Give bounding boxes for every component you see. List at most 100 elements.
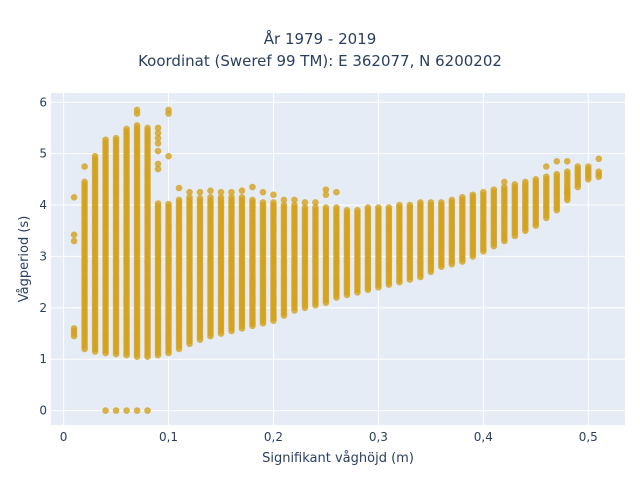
data-point xyxy=(165,106,172,114)
data-point xyxy=(385,204,393,211)
data-point xyxy=(584,163,592,170)
data-point xyxy=(154,147,162,155)
data-point xyxy=(438,199,445,206)
data-point xyxy=(322,204,330,211)
data-point xyxy=(238,187,246,194)
x-tick-label: 0,1 xyxy=(159,430,178,444)
data-point xyxy=(154,200,162,207)
data-point xyxy=(81,178,88,186)
data-point xyxy=(228,188,235,196)
data-point xyxy=(511,181,519,188)
data-point xyxy=(165,152,172,160)
data-point xyxy=(196,188,204,196)
data-point xyxy=(312,199,319,206)
data-point xyxy=(563,158,571,165)
data-points xyxy=(70,106,603,414)
data-point xyxy=(91,152,99,160)
data-point xyxy=(280,201,288,209)
data-point xyxy=(322,191,330,199)
data-point xyxy=(291,201,298,209)
data-point xyxy=(291,196,298,204)
data-point xyxy=(553,158,561,165)
data-point xyxy=(228,194,235,201)
data-point xyxy=(144,124,151,132)
data-point xyxy=(102,407,109,414)
data-point xyxy=(249,183,256,191)
data-point xyxy=(133,407,141,414)
data-point xyxy=(563,168,571,175)
data-point xyxy=(469,191,477,199)
data-point xyxy=(175,184,183,192)
x-tick-label: 0,4 xyxy=(474,430,493,444)
data-point xyxy=(480,188,487,196)
y-tick-label: 0 xyxy=(39,404,47,418)
data-point xyxy=(553,170,561,178)
data-point xyxy=(417,199,424,206)
y-tick-label: 5 xyxy=(39,147,47,161)
data-point xyxy=(70,237,78,245)
data-point xyxy=(165,200,172,208)
data-point xyxy=(175,196,183,204)
x-tick-label: 0,3 xyxy=(369,430,388,444)
data-point xyxy=(207,187,214,194)
data-point xyxy=(396,201,403,209)
data-point xyxy=(542,163,550,170)
y-tick-label: 3 xyxy=(39,249,47,263)
data-point xyxy=(259,199,267,206)
data-point xyxy=(144,407,151,414)
data-point xyxy=(354,206,361,214)
data-point xyxy=(196,195,204,202)
data-point xyxy=(501,183,508,191)
data-point xyxy=(301,199,309,206)
data-point xyxy=(70,194,78,201)
data-point xyxy=(70,231,78,239)
data-point xyxy=(270,199,277,206)
x-tick-label: 0 xyxy=(60,430,68,444)
data-point xyxy=(427,199,435,206)
data-point xyxy=(595,155,603,163)
data-point xyxy=(280,196,288,204)
data-point xyxy=(259,188,267,196)
data-point xyxy=(186,194,193,201)
data-point xyxy=(154,129,162,137)
data-point xyxy=(490,186,498,193)
data-point xyxy=(595,168,603,175)
data-point xyxy=(333,188,340,196)
data-point xyxy=(81,163,88,170)
data-point xyxy=(154,140,162,147)
data-point xyxy=(364,204,372,211)
data-point xyxy=(154,165,162,173)
x-tick-label: 0,2 xyxy=(264,430,283,444)
data-point xyxy=(133,106,141,114)
data-point xyxy=(406,201,414,209)
data-point xyxy=(102,136,109,144)
data-point xyxy=(270,191,277,199)
tick-labels: 0 0,1 0,2 0,3 0,4 0,5 0 1 2 3 4 5 6 xyxy=(39,95,597,444)
data-point xyxy=(301,204,309,211)
data-point xyxy=(207,194,214,201)
x-tick-label: 0,5 xyxy=(579,430,598,444)
chart-title: År 1979 - 2019 Koordinat (Sweref 99 TM):… xyxy=(0,28,640,72)
data-point xyxy=(375,204,382,211)
data-point xyxy=(343,206,351,214)
data-point xyxy=(217,188,225,196)
y-tick-label: 2 xyxy=(39,301,47,315)
data-point xyxy=(312,204,319,211)
data-point xyxy=(123,407,130,414)
y-tick-label: 1 xyxy=(39,352,47,366)
data-point xyxy=(459,194,466,201)
data-point xyxy=(522,178,529,186)
data-point xyxy=(133,122,141,129)
data-point xyxy=(501,178,508,186)
data-point xyxy=(154,160,162,168)
y-axis-label: Vågperiod (s) xyxy=(17,216,32,303)
data-point xyxy=(238,194,246,201)
data-point xyxy=(532,176,540,183)
data-point xyxy=(186,188,193,196)
data-point xyxy=(448,196,456,204)
chart-title-line-1: År 1979 - 2019 xyxy=(263,30,377,48)
data-point xyxy=(123,125,130,133)
data-point xyxy=(322,186,330,193)
data-point xyxy=(112,407,120,414)
